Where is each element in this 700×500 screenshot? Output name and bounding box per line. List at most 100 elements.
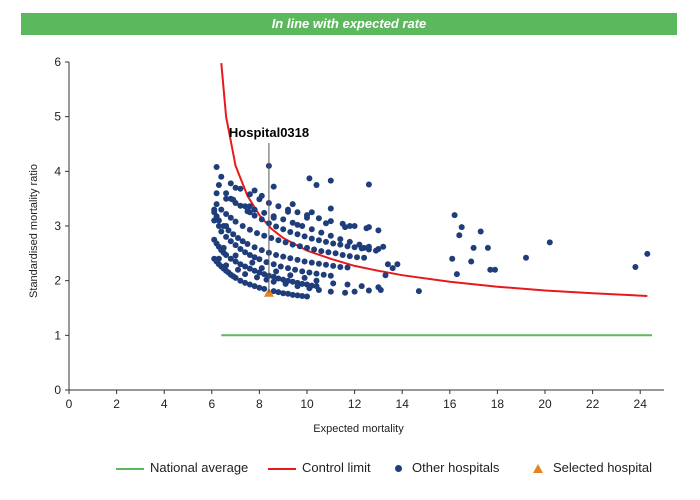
hospital-point[interactable] [232, 184, 239, 191]
hospital-point[interactable] [211, 217, 218, 224]
hospital-point[interactable] [289, 201, 296, 208]
hospital-point[interactable] [375, 227, 382, 234]
hospital-point[interactable] [361, 254, 368, 261]
hospital-point[interactable] [451, 212, 458, 219]
hospital-point[interactable] [232, 218, 239, 225]
hospital-point[interactable] [301, 258, 308, 265]
hospital-point[interactable] [261, 232, 268, 239]
hospital-point[interactable] [301, 233, 308, 240]
hospital-point[interactable] [289, 291, 296, 298]
hospital-point[interactable] [342, 289, 349, 296]
hospital-point[interactable] [546, 239, 553, 246]
hospital-point[interactable] [230, 231, 237, 238]
hospital-point[interactable] [470, 244, 477, 251]
hospital-point[interactable] [223, 262, 230, 269]
hospital-point[interactable] [268, 235, 275, 241]
hospital-point[interactable] [218, 228, 225, 235]
hospital-point[interactable] [458, 224, 465, 231]
hospital-point[interactable] [337, 264, 344, 270]
hospital-point[interactable] [351, 288, 358, 295]
hospital-point[interactable] [280, 253, 287, 260]
hospital-point[interactable] [327, 177, 334, 184]
legend-item-other-hospitals[interactable]: Other hospitals [395, 458, 499, 478]
hospital-point[interactable] [365, 181, 372, 188]
hospital-point[interactable] [215, 182, 222, 188]
hospital-point[interactable] [313, 270, 320, 277]
hospital-point[interactable] [232, 274, 239, 281]
hospital-point[interactable] [251, 244, 258, 251]
hospital-point[interactable] [254, 274, 260, 281]
hospital-point[interactable] [270, 288, 277, 295]
hospital-point[interactable] [246, 226, 253, 233]
hospital-point[interactable] [285, 265, 291, 272]
hospital-point[interactable] [213, 190, 220, 197]
hospital-point[interactable] [453, 271, 460, 278]
hospital-point[interactable] [323, 220, 329, 227]
hospital-point[interactable] [330, 240, 337, 247]
hospital-point[interactable] [323, 261, 329, 268]
hospital-point[interactable] [254, 230, 260, 237]
hospital-point[interactable] [220, 244, 227, 251]
hospital-point[interactable] [227, 195, 234, 202]
hospital-point[interactable] [354, 254, 360, 261]
hospital-point[interactable] [244, 241, 251, 247]
hospital-point[interactable] [223, 195, 230, 202]
hospital-point[interactable] [294, 221, 301, 228]
hospital-point[interactable] [306, 175, 313, 182]
hospital-point[interactable] [330, 262, 337, 269]
hospital-point[interactable] [346, 223, 353, 229]
hospital-point[interactable] [258, 247, 265, 254]
legend-item-selected-hospital[interactable]: Selected hospital [533, 458, 652, 478]
hospital-point[interactable] [227, 255, 234, 262]
hospital-point[interactable] [315, 215, 322, 222]
hospital-point[interactable] [235, 266, 241, 273]
hospital-point[interactable] [237, 202, 244, 209]
hospital-point[interactable] [263, 259, 270, 266]
hospital-point[interactable] [237, 246, 244, 252]
hospital-point[interactable] [365, 243, 372, 250]
hospital-point[interactable] [215, 217, 222, 224]
hospital-point[interactable] [351, 244, 358, 251]
hospital-point[interactable] [285, 208, 291, 215]
hospital-point[interactable] [644, 250, 651, 257]
hospital-point[interactable] [308, 209, 315, 216]
hospital-point[interactable] [318, 229, 325, 236]
hospital-point[interactable] [289, 278, 296, 285]
hospital-point[interactable] [258, 265, 265, 272]
hospital-point[interactable] [223, 211, 230, 217]
hospital-point[interactable] [346, 253, 353, 260]
hospital-point[interactable] [218, 173, 225, 180]
hospital-point[interactable] [294, 209, 301, 216]
hospital-point[interactable] [225, 227, 232, 234]
hospital-point[interactable] [280, 216, 287, 223]
hospital-point[interactable] [382, 272, 389, 279]
hospital-point[interactable] [299, 268, 306, 275]
hospital-point[interactable] [251, 254, 258, 261]
hospital-point[interactable] [323, 238, 329, 245]
hospital-point[interactable] [308, 226, 315, 233]
hospital-point[interactable] [313, 182, 320, 188]
hospital-point[interactable] [337, 236, 344, 243]
hospital-point[interactable] [232, 242, 239, 249]
hospital-point[interactable] [270, 214, 277, 221]
hospital-point[interactable] [239, 223, 246, 229]
hospital-point[interactable] [251, 206, 258, 213]
hospital-point[interactable] [327, 232, 334, 239]
hospital-point[interactable] [327, 218, 334, 225]
hospital-point[interactable] [318, 248, 325, 255]
hospital-point[interactable] [315, 287, 322, 293]
hospital-point[interactable] [232, 200, 239, 206]
hospital-point[interactable] [237, 261, 244, 268]
hospital-point[interactable] [223, 190, 230, 197]
hospital-point[interactable] [282, 280, 289, 287]
hospital-point[interactable] [270, 261, 277, 268]
hospital-point[interactable] [308, 235, 315, 242]
hospital-point[interactable] [270, 278, 277, 285]
hospital-point[interactable] [273, 252, 280, 258]
hospital-point[interactable] [258, 216, 265, 223]
hospital-point[interactable] [356, 241, 363, 248]
hospital-point[interactable] [523, 254, 529, 261]
hospital-point[interactable] [270, 273, 277, 280]
hospital-point[interactable] [251, 283, 258, 290]
hospital-point[interactable] [227, 180, 234, 187]
